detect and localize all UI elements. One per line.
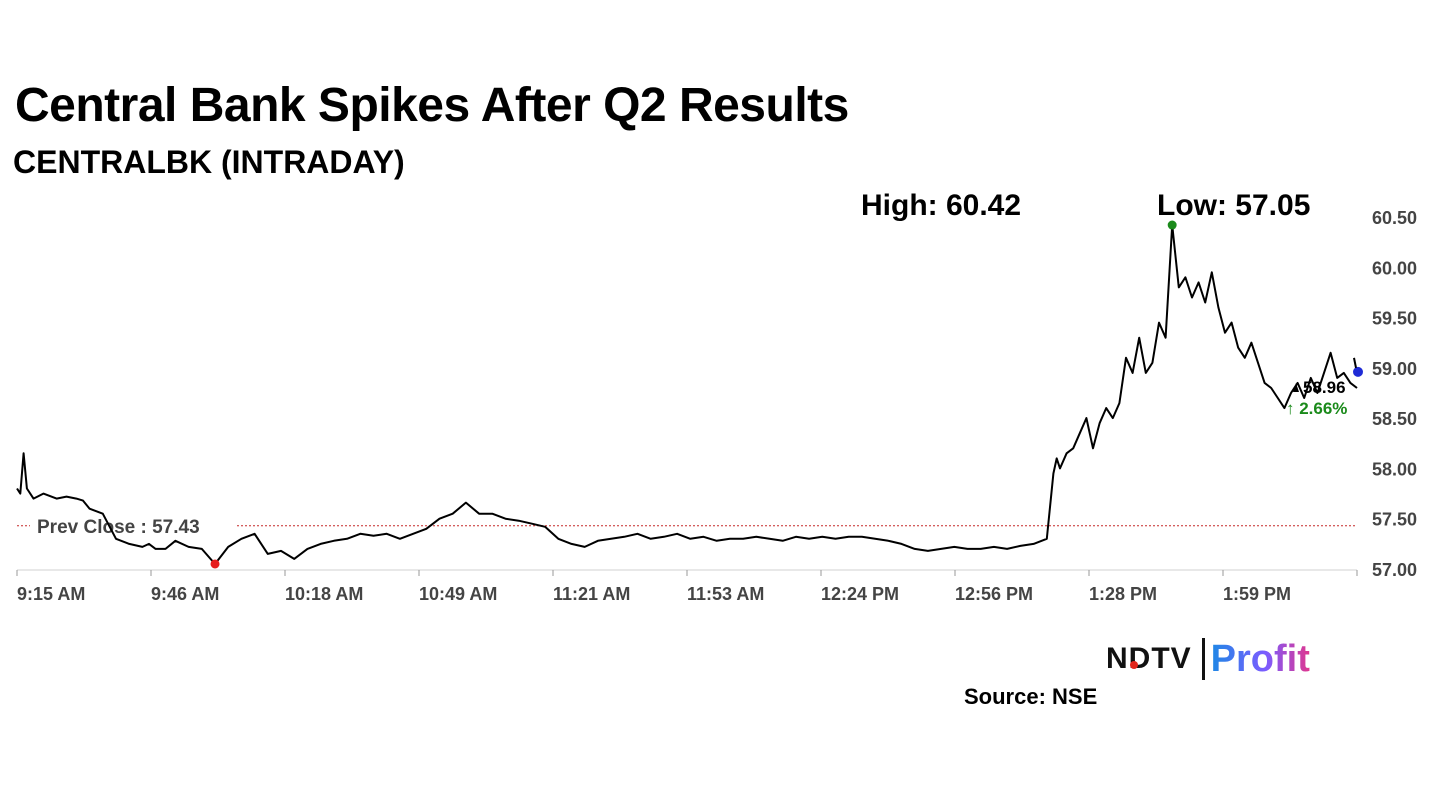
last-price-label: 58.96 (1303, 378, 1346, 397)
markers-group: 58.96 ↑ 2.66% (210, 220, 1363, 569)
y-axis-ticks: 57.00 57.50 58.00 58.50 59.00 59.50 60.00 60.50 (1372, 208, 1417, 580)
logo-ndtv-text: NDTV (1106, 642, 1192, 675)
y-tick-label: 57.50 (1372, 510, 1417, 530)
last-price-marker (1353, 366, 1363, 377)
y-tick-label: 59.00 (1372, 359, 1417, 379)
x-tick-label: 9:15 AM (17, 584, 85, 604)
x-axis: 9:15 AM 9:46 AM 10:18 AM 10:49 AM 11:21 AM 11… (16, 569, 1358, 604)
ndtv-profit-logo: NDTV Profit (1106, 636, 1310, 682)
logo-separator (1201, 638, 1205, 680)
day-high-label: High: 60.42 (861, 189, 1022, 222)
price-series-line (16, 224, 1358, 565)
y-tick-label: 57.00 (1372, 560, 1417, 580)
x-tick-label: 10:49 AM (419, 584, 497, 604)
prev-close-label-bg (30, 511, 235, 534)
x-tick-label: 10:18 AM (285, 584, 363, 604)
x-tick-label: 12:56 PM (955, 584, 1033, 604)
y-tick-label: 60.50 (1372, 208, 1417, 228)
chart-title: Central Bank Spikes After Q2 Results (15, 79, 849, 132)
source-note: Source: NSE (964, 684, 1098, 709)
y-tick-label: 58.50 (1372, 409, 1417, 429)
high-marker (1167, 220, 1177, 230)
prev-close-label: Prev Close : 57.43 (37, 517, 200, 538)
y-tick-label: 60.00 (1372, 258, 1417, 278)
x-tick-label: 1:28 PM (1089, 584, 1157, 604)
x-tick-label: 11:53 AM (687, 584, 764, 604)
day-low-label: Low: 57.05 (1157, 189, 1311, 222)
series-group (16, 224, 1358, 565)
x-tick-label: 11:21 AM (553, 584, 630, 604)
y-tick-label: 58.00 (1372, 459, 1417, 479)
prev-close-group: Prev Close : 57.43 (17, 511, 1357, 538)
x-tick-label: 1:59 PM (1223, 584, 1291, 604)
x-tick-label: 12:24 PM (821, 584, 899, 604)
logo-dot-icon (1130, 661, 1138, 669)
y-tick-label: 59.50 (1372, 309, 1417, 329)
low-marker (210, 559, 220, 569)
change-percent-label: ↑ 2.66% (1286, 399, 1347, 418)
chart-subtitle: CENTRALBK (INTRADAY) (13, 144, 405, 180)
last-price-arrow-icon (1293, 383, 1299, 392)
last-price-tick (1353, 357, 1357, 369)
x-tick-label: 9:46 AM (151, 584, 219, 604)
logo-profit-text: Profit (1210, 637, 1310, 680)
